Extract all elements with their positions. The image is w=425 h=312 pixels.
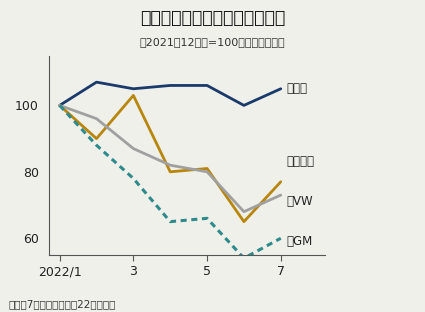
- Text: 米GM: 米GM: [286, 235, 312, 248]
- Text: トヨタ: トヨタ: [286, 82, 307, 95]
- Text: （2021年12月末=100として指数化）: （2021年12月末=100として指数化）: [140, 37, 285, 47]
- Text: 独VW: 独VW: [286, 195, 313, 208]
- Text: 年初来のトヨタの株価は底堅い: 年初来のトヨタの株価は底堅い: [140, 9, 285, 27]
- Text: 米テスラ: 米テスラ: [286, 155, 314, 168]
- Text: （注）7月は日本時間の22日夕時点: （注）7月は日本時間の22日夕時点: [8, 299, 116, 309]
